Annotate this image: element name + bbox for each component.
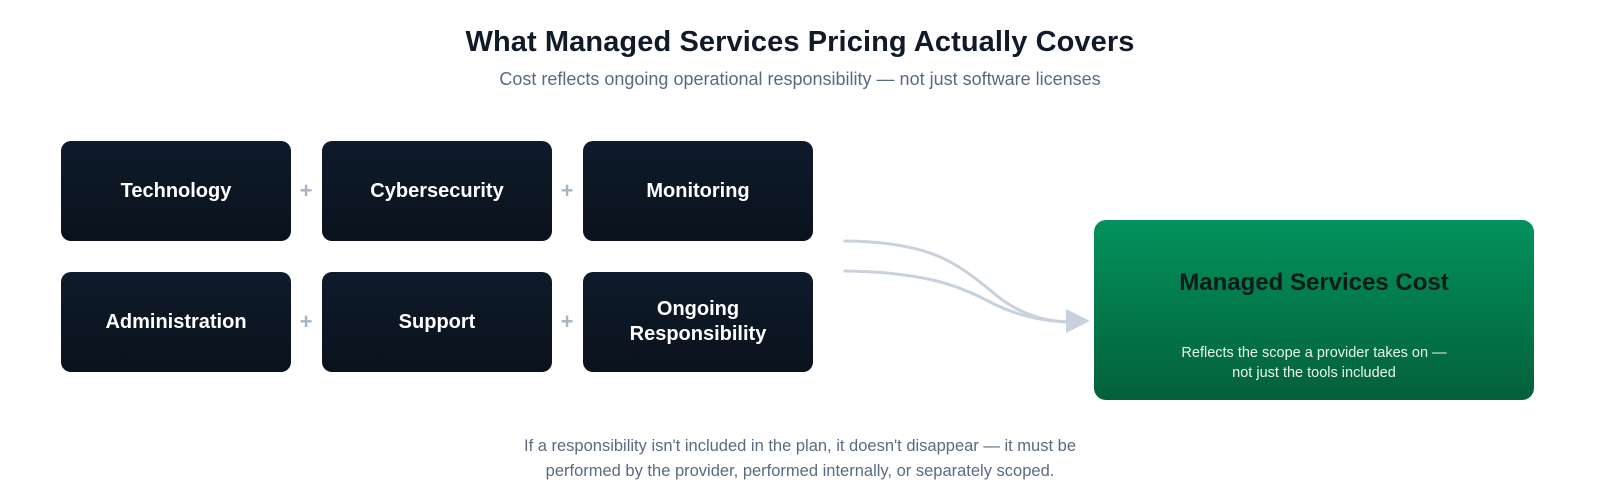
diagram-subtitle: Cost reflects ongoing operational respon…	[499, 69, 1101, 89]
component-ongoing-responsibility: Ongoing Responsibility	[583, 272, 813, 372]
connector-line-bottom	[843, 269, 1070, 324]
component-cybersecurity: Cybersecurity	[322, 141, 552, 241]
component-support: Support	[322, 272, 552, 372]
plus-operator: +	[299, 178, 313, 203]
result-title: Managed Services Cost	[1179, 269, 1449, 296]
plus-operator: +	[299, 309, 313, 334]
footnote: If a responsibility isn't included in th…	[523, 437, 1077, 480]
result-description: Reflects the scope a provider takes on —…	[1181, 345, 1447, 382]
plus-operator: +	[560, 309, 574, 334]
component-technology: Technology	[61, 141, 291, 241]
arrow-head	[1066, 309, 1090, 333]
component-administration: Administration	[61, 272, 291, 372]
component-monitoring: Monitoring	[583, 141, 813, 241]
diagram-title: What Managed Services Pricing Actually C…	[465, 26, 1135, 58]
plus-operator: +	[560, 178, 574, 203]
connector-line-top	[843, 239, 1070, 324]
managed-services-cost-box: Managed Services Cost Reflects the scope…	[1094, 220, 1534, 400]
